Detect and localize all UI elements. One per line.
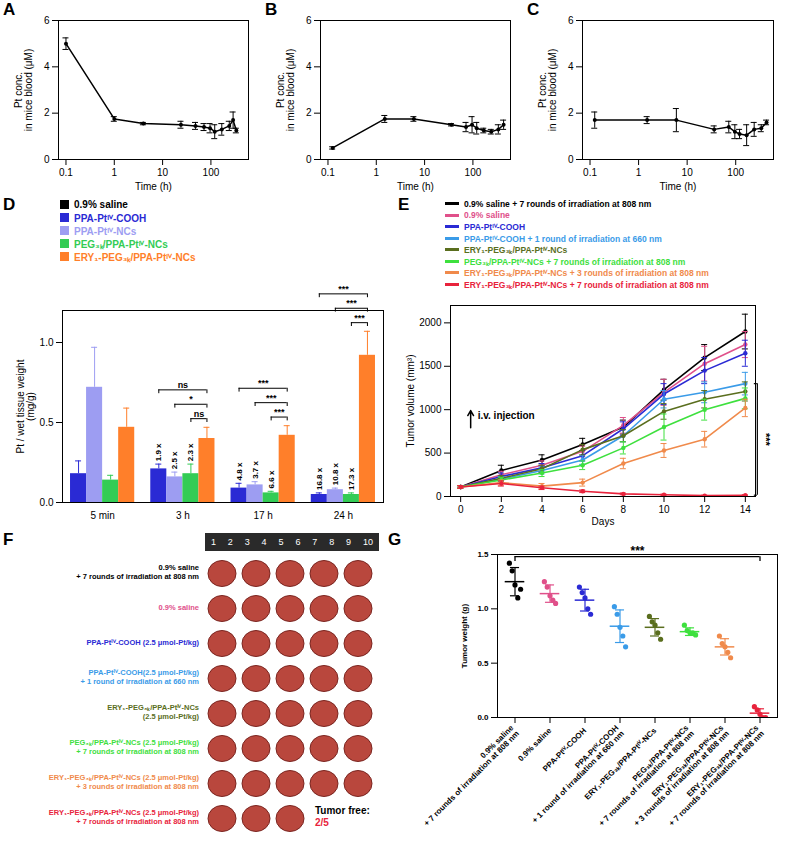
svg-text:Tumor volume (mm³): Tumor volume (mm³): [405, 355, 416, 448]
svg-text:4: 4: [306, 61, 312, 72]
svg-text:0: 0: [306, 154, 312, 165]
svg-text:3.7 x: 3.7 x: [251, 460, 260, 478]
svg-text:4.8 x: 4.8 x: [235, 462, 244, 480]
svg-text:100: 100: [727, 167, 744, 178]
svg-text:0: 0: [458, 504, 464, 515]
svg-text:6: 6: [568, 15, 574, 26]
svg-text:1.9 x: 1.9 x: [154, 443, 163, 461]
svg-text:***: ***: [274, 407, 285, 417]
svg-text:***: ***: [760, 433, 772, 447]
svg-text:2.3 x: 2.3 x: [186, 443, 195, 461]
svg-text:ERY₁-PEG₃ₖ/PPA-Ptᴵⱽ-NCs+ 7 rou: ERY₁-PEG₃ₖ/PPA-Ptᴵⱽ-NCs+ 7 rounds of irr…: [661, 723, 766, 828]
svg-text:1500: 1500: [419, 360, 442, 371]
svg-text:6: 6: [44, 15, 50, 26]
svg-text:Time (h): Time (h): [135, 181, 172, 192]
svg-text:i.v. injection: i.v. injection: [478, 410, 535, 421]
svg-text:14: 14: [740, 504, 752, 515]
svg-text:0: 0: [436, 491, 442, 502]
svg-text:ns: ns: [194, 409, 205, 419]
svg-text:2: 2: [306, 107, 312, 118]
svg-text:6: 6: [306, 15, 312, 26]
svg-text:10.8 x: 10.8 x: [331, 462, 340, 485]
svg-text:2: 2: [44, 107, 50, 118]
svg-text:***: ***: [630, 544, 644, 558]
svg-text:10: 10: [157, 167, 169, 178]
svg-text:Time (h): Time (h): [397, 181, 434, 192]
svg-text:0.0: 0.0: [477, 713, 489, 722]
svg-text:12: 12: [699, 504, 711, 515]
svg-text:4: 4: [44, 61, 50, 72]
svg-text:0.1: 0.1: [59, 167, 73, 178]
svg-text:2.5 x: 2.5 x: [170, 451, 179, 469]
svg-text:4: 4: [568, 61, 574, 72]
svg-text:***: ***: [266, 393, 277, 403]
svg-text:Pt conc.in mice blood (μM): Pt conc.in mice blood (μM): [275, 49, 296, 131]
svg-text:24 h: 24 h: [334, 510, 353, 521]
svg-text:5 min: 5 min: [90, 510, 114, 521]
svg-text:17.3 x: 17.3 x: [347, 467, 356, 490]
svg-text:3 h: 3 h: [176, 510, 190, 521]
svg-text:6.6 x: 6.6 x: [267, 470, 276, 488]
svg-text:2000: 2000: [419, 317, 442, 328]
svg-text:1.5: 1.5: [477, 550, 489, 559]
svg-text:Time (h): Time (h): [660, 181, 697, 192]
svg-text:1000: 1000: [419, 404, 442, 415]
svg-text:1.0: 1.0: [477, 604, 489, 613]
svg-text:*: *: [189, 394, 193, 404]
svg-text:100: 100: [203, 167, 220, 178]
svg-text:10: 10: [658, 504, 670, 515]
svg-text:Days: Days: [592, 516, 615, 527]
svg-text:***: ***: [258, 378, 269, 388]
svg-text:0: 0: [44, 154, 50, 165]
svg-text:0: 0: [568, 154, 574, 165]
svg-text:***: ***: [346, 298, 357, 308]
svg-text:500: 500: [425, 447, 442, 458]
svg-text:4: 4: [539, 504, 545, 515]
svg-text:0.5: 0.5: [40, 417, 54, 428]
svg-text:0.0: 0.0: [40, 497, 54, 508]
svg-text:16.8 x: 16.8 x: [315, 467, 324, 490]
svg-text:Pt conc.in mice blood (μM): Pt conc.in mice blood (μM): [537, 49, 558, 131]
svg-text:1: 1: [636, 167, 642, 178]
svg-text:Pt conc.in mice blood (μM): Pt conc.in mice blood (μM): [13, 49, 34, 131]
svg-text:0.1: 0.1: [583, 167, 597, 178]
svg-text:1.0: 1.0: [40, 337, 54, 348]
svg-text:***: ***: [354, 313, 365, 323]
svg-text:100: 100: [465, 167, 482, 178]
svg-text:Pt / wet tissue weight(mg/g): Pt / wet tissue weight(mg/g): [15, 359, 36, 453]
svg-text:1: 1: [374, 167, 380, 178]
svg-text:0.1: 0.1: [321, 167, 335, 178]
svg-text:2: 2: [499, 504, 505, 515]
svg-text:0.5: 0.5: [477, 659, 489, 668]
svg-text:Tumor weight (g): Tumor weight (g): [460, 604, 469, 669]
svg-text:0.9% saline+ 7 rounds of irrad: 0.9% saline+ 7 rounds of irradiation at …: [416, 723, 521, 828]
svg-text:1: 1: [112, 167, 118, 178]
svg-text:***: ***: [338, 284, 349, 294]
svg-text:6: 6: [580, 504, 586, 515]
svg-text:0.9% saline: 0.9% saline: [516, 726, 553, 763]
svg-text:8: 8: [621, 504, 627, 515]
svg-text:2: 2: [568, 107, 574, 118]
svg-text:ns: ns: [178, 380, 189, 390]
svg-text:17 h: 17 h: [253, 510, 272, 521]
svg-text:10: 10: [682, 167, 694, 178]
svg-text:10: 10: [419, 167, 431, 178]
